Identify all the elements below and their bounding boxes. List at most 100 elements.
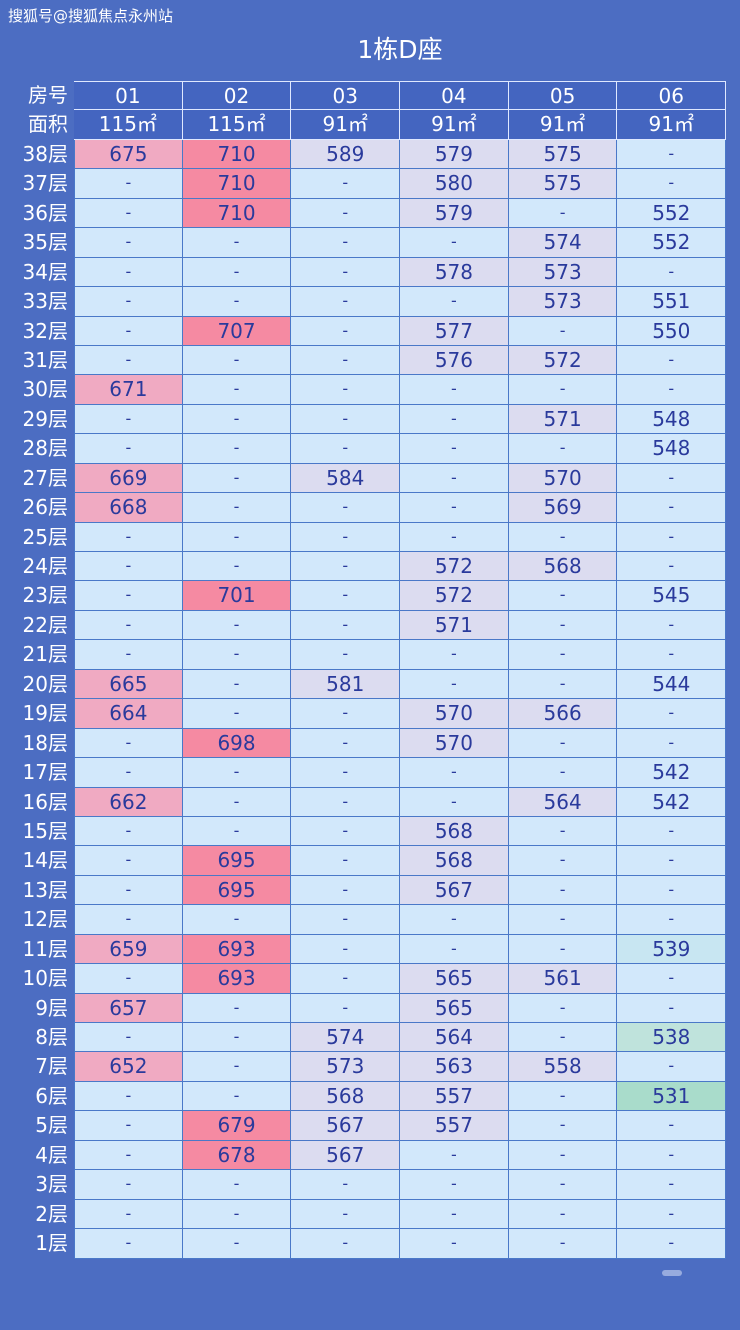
price-cell: 659	[74, 934, 183, 965]
price-cell: -	[291, 1199, 401, 1230]
price-cell: 707	[182, 316, 292, 346]
table-row: 13层 -695-567- -	[0, 875, 727, 906]
floor-label: 7层	[35, 1054, 68, 1079]
price-cell: 695	[182, 846, 292, 876]
price-cell: -	[74, 581, 183, 611]
price-cell: -	[400, 522, 509, 552]
price-cell: -	[617, 257, 727, 288]
price-cell: 671	[74, 375, 183, 405]
price-cell: -	[291, 345, 401, 376]
price-cell: -	[291, 875, 401, 906]
price-cell: -	[74, 875, 183, 906]
price-cell: 573	[508, 287, 618, 317]
price-cell: -	[400, 404, 509, 435]
table-row: 21层 - - - - - -	[0, 640, 727, 670]
price-cell: -	[291, 287, 401, 317]
price-cell: -	[182, 404, 292, 435]
floor-label: 1层	[35, 1231, 68, 1256]
price-cell: -	[508, 846, 618, 876]
price-cell: -	[617, 1140, 727, 1171]
price-cell: -	[617, 993, 727, 1023]
price-cell: 710	[182, 139, 292, 170]
price-cell: -	[617, 640, 727, 670]
price-cell: 652	[74, 1052, 183, 1082]
price-cell: -	[74, 1023, 183, 1053]
floor-label: 20层	[22, 671, 68, 696]
price-cell: 557	[400, 1111, 509, 1141]
price-cell: -	[508, 1199, 618, 1230]
table-row: 37层 -710-580 575-	[0, 169, 727, 199]
floor-label: 22层	[22, 612, 68, 637]
price-cell: 584	[291, 463, 401, 494]
price-cell: 578	[400, 257, 509, 288]
price-cell: -	[617, 1199, 727, 1230]
price-cell: -	[617, 610, 727, 641]
price-cell: -	[508, 640, 618, 670]
price-cell: -	[291, 758, 401, 788]
price-cell: -	[400, 758, 509, 788]
price-cell: -	[291, 434, 401, 464]
price-cell: 574	[508, 228, 618, 258]
price-cell: -	[291, 699, 401, 729]
price-cell: -	[508, 610, 618, 641]
price-cell: -	[182, 522, 292, 552]
table-row: 33层 - - - -573 551	[0, 287, 727, 317]
price-cell: 701	[182, 581, 292, 611]
room-label: 房号	[28, 83, 68, 107]
table-row: 31层 - - -576 572-	[0, 345, 727, 376]
room-number-header: 06	[617, 81, 727, 111]
price-cell: -	[291, 228, 401, 258]
price-cell: 564	[400, 1023, 509, 1053]
price-cell: -	[182, 345, 292, 376]
price-cell: -	[74, 1170, 183, 1200]
price-cell: -	[74, 404, 183, 435]
price-cell: -	[617, 816, 727, 847]
price-cell: -	[508, 758, 618, 788]
price-cell: -	[74, 287, 183, 317]
price-cell: -	[508, 1081, 618, 1112]
table-row: 6层 - -568 557-531	[0, 1081, 727, 1112]
price-cell: -	[617, 345, 727, 376]
table-row: 2层 - - - - - -	[0, 1199, 727, 1230]
price-cell: 665	[74, 669, 183, 700]
floor-label: 17层	[22, 760, 68, 785]
price-cell: -	[400, 669, 509, 700]
price-cell: -	[291, 846, 401, 876]
price-cell: 567	[291, 1111, 401, 1141]
price-cell: 568	[508, 552, 618, 582]
table-row: 24层 - - -572 568-	[0, 552, 727, 582]
price-cell: 571	[400, 610, 509, 641]
floor-label: 3层	[35, 1172, 68, 1197]
floor-label: 29层	[22, 406, 68, 431]
price-cell: 567	[400, 875, 509, 906]
price-cell: -	[74, 169, 183, 199]
price-cell: 550	[617, 316, 727, 346]
floor-label: 9层	[35, 995, 68, 1020]
price-cell: -	[74, 728, 183, 759]
price-cell: 544	[617, 669, 727, 700]
price-cell: -	[182, 1170, 292, 1200]
price-cell: 566	[508, 699, 618, 729]
price-cell: 568	[400, 846, 509, 876]
table-row: 27层 669-584-570-	[0, 463, 727, 494]
floor-label: 21层	[22, 642, 68, 667]
area-header: 91㎡	[400, 110, 509, 140]
floor-label: 12层	[22, 907, 68, 932]
floor-label: 11层	[22, 936, 68, 961]
price-cell: -	[182, 1052, 292, 1082]
price-cell: -	[400, 1229, 509, 1259]
price-cell: -	[291, 257, 401, 288]
table-row: 3层 - - - - - -	[0, 1170, 727, 1200]
price-cell: 576	[400, 345, 509, 376]
price-cell: -	[291, 316, 401, 346]
price-cell: -	[74, 758, 183, 788]
price-cell: 710	[182, 198, 292, 229]
price-cell: 565	[400, 993, 509, 1023]
price-cell: -	[400, 1140, 509, 1171]
price-cell: -	[74, 964, 183, 994]
price-cell: -	[617, 493, 727, 523]
price-cell: 668	[74, 493, 183, 523]
price-cell: 539	[617, 934, 727, 965]
price-cell: 570	[400, 728, 509, 759]
price-cell: -	[508, 316, 618, 346]
